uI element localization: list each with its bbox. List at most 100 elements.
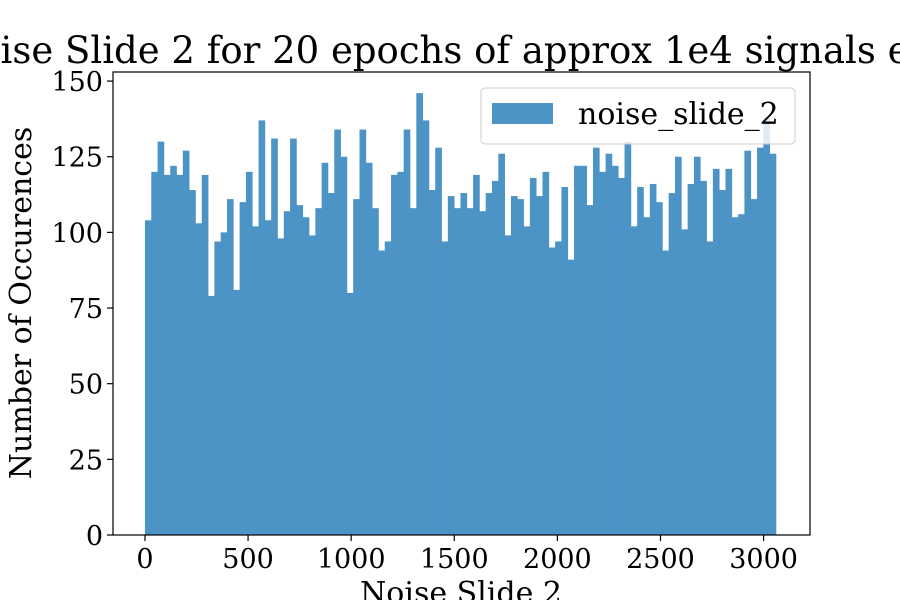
histogram-bar xyxy=(687,183,695,535)
histogram-bar xyxy=(731,217,739,535)
legend-box xyxy=(480,87,796,145)
histogram-bar xyxy=(378,250,386,536)
y-tick-label: 75 xyxy=(69,294,103,325)
histogram-bar xyxy=(334,129,341,535)
histogram-bar xyxy=(574,165,581,535)
x-tick-label: 2000 xyxy=(523,544,592,575)
histogram-bar xyxy=(315,208,322,535)
y-tick-label: 125 xyxy=(51,143,103,174)
histogram-bar xyxy=(245,171,253,536)
histogram-bar xyxy=(498,153,505,535)
histogram-bar xyxy=(163,174,171,535)
histogram-bar xyxy=(504,235,512,535)
histogram-bar xyxy=(523,226,531,535)
histogram-bar xyxy=(359,129,367,535)
histogram-bar xyxy=(220,232,228,535)
histogram-bar xyxy=(492,180,499,535)
histogram-bar xyxy=(422,120,430,536)
y-tick-label: 150 xyxy=(51,67,103,98)
histogram-bar xyxy=(599,171,606,536)
histogram-bar xyxy=(630,226,638,535)
histogram-bar xyxy=(201,174,209,535)
y-tick-label: 100 xyxy=(51,218,103,249)
histogram-bar xyxy=(302,217,310,535)
histogram-bar xyxy=(372,208,379,535)
histogram-bar xyxy=(542,171,550,536)
histogram-bar xyxy=(409,208,417,535)
y-tick-label: 0 xyxy=(86,521,103,552)
histogram-bar xyxy=(157,141,165,535)
histogram-bar xyxy=(233,289,240,535)
y-tick-label: 50 xyxy=(69,370,103,401)
histogram-bar xyxy=(327,193,335,536)
histogram-bar xyxy=(144,220,152,535)
histogram-bar xyxy=(712,168,720,535)
histogram-bar xyxy=(403,129,411,535)
legend: noise_slide_2 xyxy=(480,87,796,145)
histogram-bar xyxy=(561,186,569,536)
histogram-bar xyxy=(637,186,644,536)
histogram-bar xyxy=(283,211,291,535)
histogram-bar xyxy=(340,156,348,536)
histogram-bar xyxy=(353,199,360,535)
x-axis-label: Noise Slide 2 xyxy=(360,576,562,600)
histogram-bar xyxy=(769,153,777,535)
histogram-bar xyxy=(668,193,676,536)
histogram-bar xyxy=(182,150,190,535)
histogram-bar xyxy=(738,214,745,536)
histogram-bar xyxy=(750,199,758,535)
histogram-bar xyxy=(151,171,158,536)
histogram-bar xyxy=(346,292,354,535)
histogram-bar xyxy=(258,120,266,536)
histogram-bar xyxy=(428,190,436,535)
x-tick-label: 2500 xyxy=(626,544,695,575)
histogram-bar xyxy=(580,165,588,535)
x-axis-ticks: 0 500 1000 1500 2000 2500 3000 xyxy=(136,535,798,575)
legend-label: noise_slide_2 xyxy=(578,97,779,132)
plot-frame xyxy=(112,71,811,536)
histogram-bar xyxy=(719,190,726,535)
histogram-bar xyxy=(290,138,297,535)
histogram-bar xyxy=(277,238,285,535)
x-tick-label: 3000 xyxy=(729,544,798,575)
x-tick-label: 0 xyxy=(136,544,153,575)
x-tick-label: 1500 xyxy=(420,544,489,575)
histogram-bar xyxy=(435,147,442,535)
x-tick-label: 1000 xyxy=(317,544,386,575)
histogram-bar xyxy=(391,174,398,535)
histogram-bar xyxy=(309,235,316,535)
histogram-bar xyxy=(529,177,537,536)
histogram-bar xyxy=(744,150,752,535)
chart-title: Noise Slide 2 for 20 epochs of approx 1e… xyxy=(0,29,900,72)
histogram-bar xyxy=(706,241,714,535)
histogram-bar xyxy=(681,229,688,536)
histogram-bar xyxy=(510,196,518,535)
histogram-bar xyxy=(384,241,392,535)
histogram-bars xyxy=(144,93,777,536)
histogram-bar xyxy=(662,250,670,536)
histogram-bar xyxy=(473,174,480,535)
histogram-bar xyxy=(454,208,461,535)
legend-swatch xyxy=(492,103,553,124)
histogram-bar xyxy=(214,241,222,535)
histogram-bar xyxy=(624,141,632,535)
histogram-bar xyxy=(700,180,707,535)
histogram-bar xyxy=(397,171,405,536)
histogram-bar xyxy=(416,93,423,536)
histogram-bar xyxy=(757,147,764,535)
histogram-bar xyxy=(611,165,619,535)
histogram-bar xyxy=(592,147,600,535)
histogram-bar xyxy=(189,190,196,535)
histogram-bar xyxy=(441,241,449,535)
histogram-bar xyxy=(763,117,771,535)
histogram-bar xyxy=(643,217,651,535)
y-axis-ticks: 0 25 50 75 100 125 150 xyxy=(51,67,113,552)
histogram-bar xyxy=(447,196,455,535)
y-tick-label: 25 xyxy=(69,445,103,476)
histogram-bar xyxy=(675,156,682,536)
histogram-bar xyxy=(605,153,613,535)
histogram-bar xyxy=(536,196,543,535)
histogram-bar xyxy=(618,177,625,536)
histogram-bar xyxy=(365,162,373,535)
